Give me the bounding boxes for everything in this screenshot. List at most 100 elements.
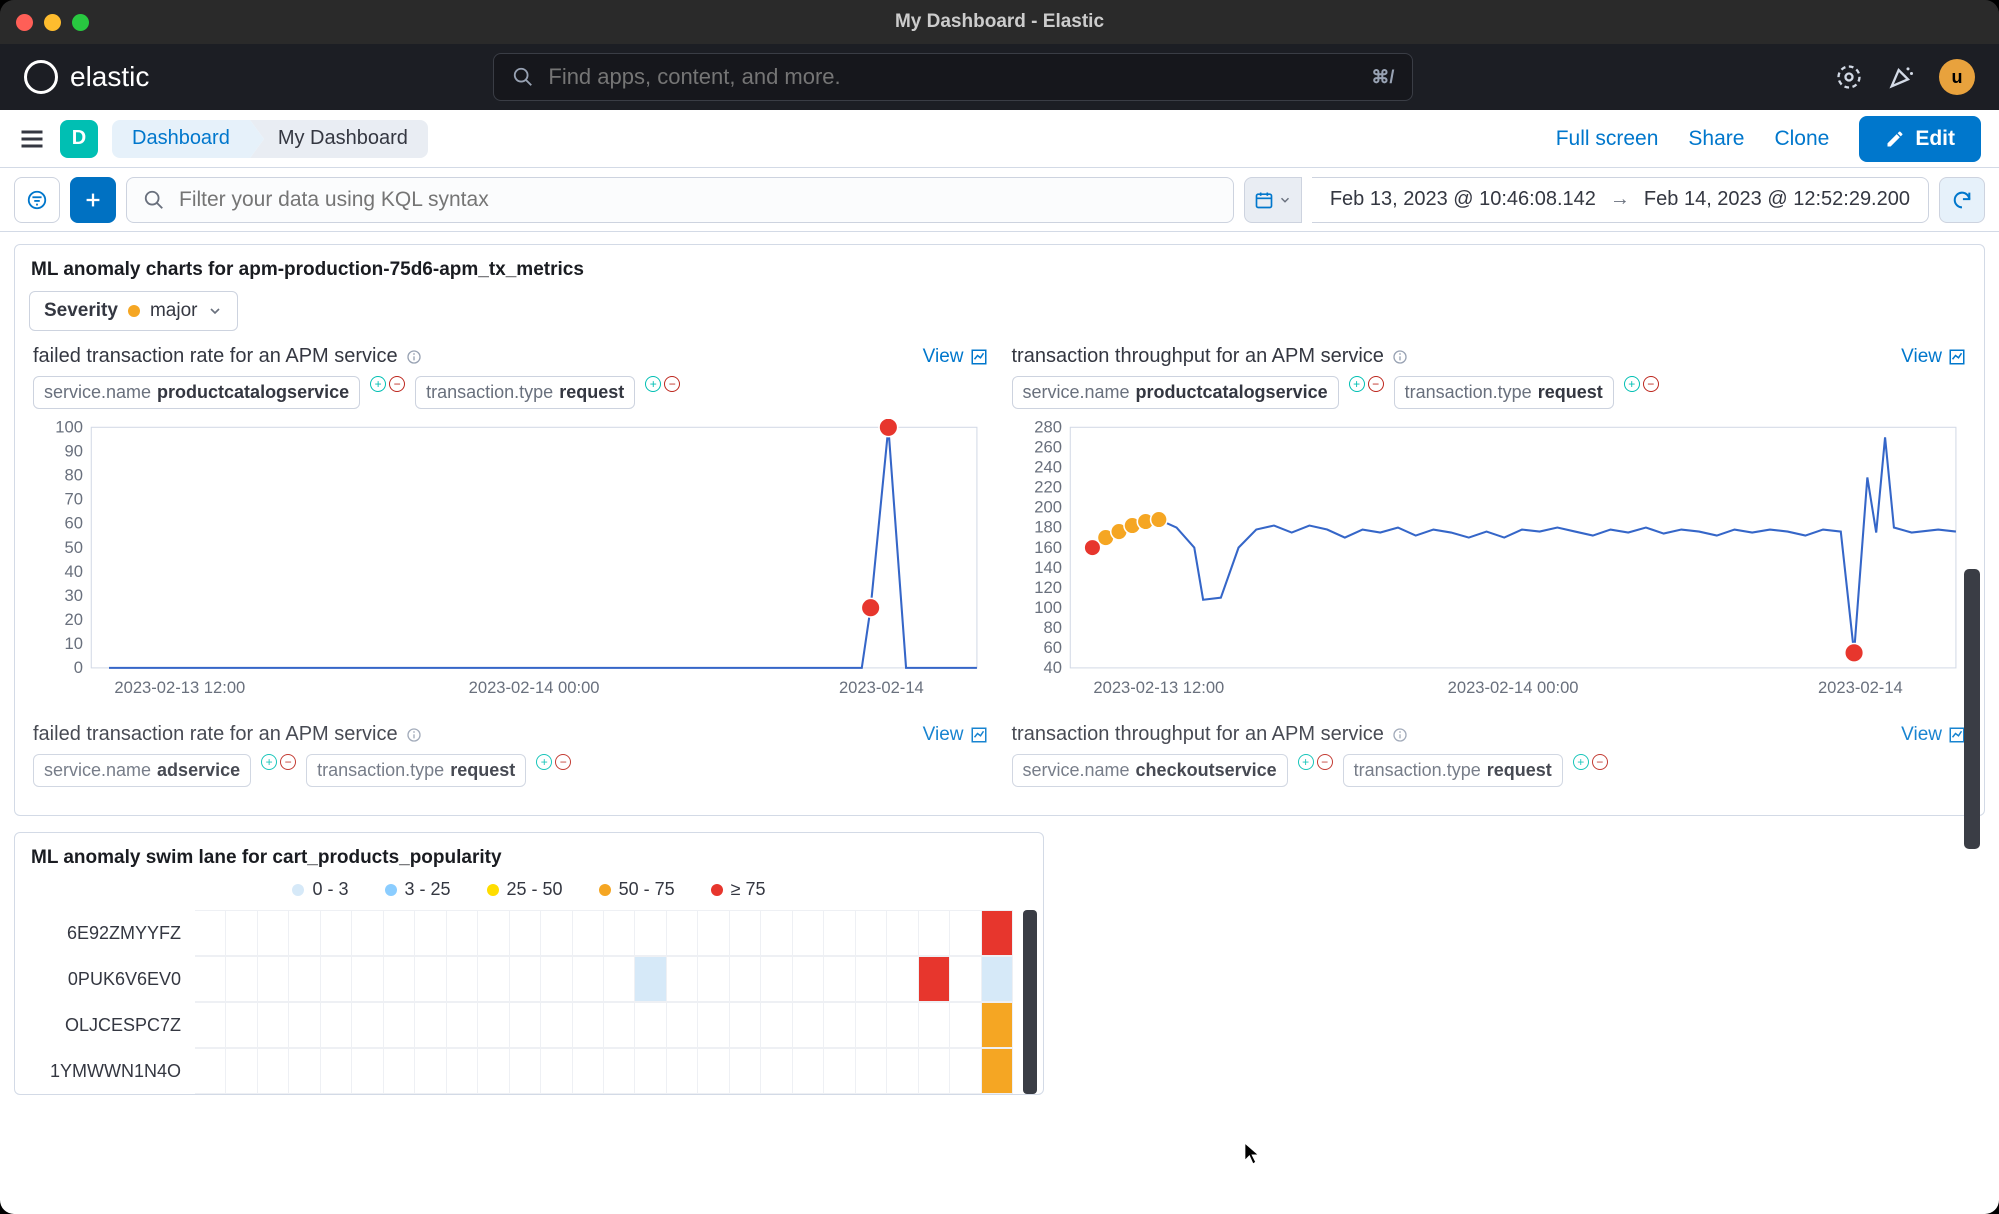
swimlane-cell[interactable]	[447, 1049, 478, 1094]
add-filter-icon[interactable]: +	[261, 754, 277, 770]
add-filter-icon[interactable]: +	[1624, 376, 1640, 392]
swimlane-cell[interactable]	[824, 1003, 855, 1048]
swimlane-cell[interactable]	[573, 957, 604, 1002]
swimlane-cell[interactable]	[950, 911, 981, 956]
swimlane-cell[interactable]	[761, 1003, 792, 1048]
window-minimize-button[interactable]	[44, 14, 61, 31]
swimlane-cell[interactable]	[793, 911, 824, 956]
swimlane-cell[interactable]	[887, 1003, 918, 1048]
swimlane-cell[interactable]	[447, 1003, 478, 1048]
app-badge[interactable]: D	[60, 120, 98, 158]
swimlane-cell[interactable]	[258, 911, 289, 956]
swimlane-cell[interactable]	[982, 957, 1013, 1002]
share-link[interactable]: Share	[1688, 127, 1744, 151]
swimlane-cell[interactable]	[541, 1049, 572, 1094]
swimlane-cell[interactable]	[887, 1049, 918, 1094]
swimlane-cell[interactable]	[730, 1049, 761, 1094]
swimlane-cell[interactable]	[856, 1003, 887, 1048]
filter-pill[interactable]: transaction.type request	[1343, 754, 1563, 787]
swimlane-cell[interactable]	[321, 1049, 352, 1094]
swimlane-cell[interactable]	[856, 911, 887, 956]
filter-pill[interactable]: transaction.type request	[306, 754, 526, 787]
anomaly-dot[interactable]	[879, 419, 898, 437]
swimlane-cell[interactable]	[635, 911, 666, 956]
remove-filter-icon[interactable]: −	[389, 376, 405, 392]
swimlane-cell[interactable]	[730, 1003, 761, 1048]
swimlane-cell[interactable]	[384, 911, 415, 956]
add-filter-icon[interactable]: +	[1298, 754, 1314, 770]
swimlane-cell[interactable]	[950, 957, 981, 1002]
remove-filter-icon[interactable]: −	[664, 376, 680, 392]
view-link[interactable]: View	[923, 346, 988, 368]
add-filter-icon[interactable]: +	[370, 376, 386, 392]
global-search[interactable]: ⌘/	[493, 53, 1413, 101]
swimlane-cell[interactable]	[321, 957, 352, 1002]
edit-button[interactable]: Edit	[1859, 116, 1981, 162]
swimlane-cell[interactable]	[289, 1049, 320, 1094]
swimlane-cell[interactable]	[824, 957, 855, 1002]
swimlane-cell[interactable]	[604, 957, 635, 1002]
swimlane-cell[interactable]	[730, 911, 761, 956]
hamburger-menu-icon[interactable]	[18, 125, 46, 153]
swimlane-cell[interactable]	[195, 1049, 226, 1094]
date-picker-button[interactable]	[1244, 177, 1302, 223]
swimlane-cell[interactable]	[698, 1049, 729, 1094]
swimlane-cell[interactable]	[982, 1003, 1013, 1048]
swimlane-cell[interactable]	[635, 1049, 666, 1094]
swimlane-cell[interactable]	[321, 911, 352, 956]
remove-filter-icon[interactable]: −	[555, 754, 571, 770]
swimlane-cell[interactable]	[950, 1003, 981, 1048]
swimlane-cell[interactable]	[195, 957, 226, 1002]
swimlane-cell[interactable]	[730, 957, 761, 1002]
swimlane-cell[interactable]	[667, 911, 698, 956]
kql-bar[interactable]	[126, 177, 1234, 223]
swimlane-cell[interactable]	[352, 1049, 383, 1094]
filter-pill[interactable]: service.name adservice	[33, 754, 251, 787]
swimlane-cell[interactable]	[856, 957, 887, 1002]
swimlane-cell[interactable]	[919, 911, 950, 956]
swimlane-cell[interactable]	[635, 1003, 666, 1048]
add-filter-icon[interactable]: +	[1349, 376, 1365, 392]
swimlane-cell[interactable]	[541, 911, 572, 956]
swimlane-cell[interactable]	[478, 1003, 509, 1048]
swimlane-cell[interactable]	[824, 1049, 855, 1094]
filter-options-button[interactable]	[14, 177, 60, 223]
swimlane-cell[interactable]	[573, 911, 604, 956]
swimlane-cell[interactable]	[195, 1003, 226, 1048]
swimlane-cell[interactable]	[667, 957, 698, 1002]
filter-pill[interactable]: transaction.type request	[1394, 376, 1614, 409]
swimlane-cell[interactable]	[321, 1003, 352, 1048]
swimlane-cell[interactable]	[289, 957, 320, 1002]
anomaly-dot[interactable]	[1150, 511, 1167, 528]
swimlane-cell[interactable]	[195, 911, 226, 956]
swimlane-cell[interactable]	[982, 911, 1013, 956]
swimlane-cell[interactable]	[478, 911, 509, 956]
swimlane-cell[interactable]	[887, 911, 918, 956]
swimlane-cell[interactable]	[258, 957, 289, 1002]
swimlane-cell[interactable]	[384, 1049, 415, 1094]
swimlane-cell[interactable]	[384, 1003, 415, 1048]
swimlane-cell[interactable]	[793, 1049, 824, 1094]
swimlane-cell[interactable]	[226, 911, 257, 956]
swimlane-cell[interactable]	[604, 1049, 635, 1094]
swimlane-cell[interactable]	[478, 957, 509, 1002]
swimlane-cell[interactable]	[919, 1003, 950, 1048]
date-range-display[interactable]: Feb 13, 2023 @ 10:46:08.142 → Feb 14, 20…	[1312, 177, 1929, 223]
swimlane-cell[interactable]	[856, 1049, 887, 1094]
swimlane-cell[interactable]	[415, 1003, 446, 1048]
swimlane-cell[interactable]	[604, 911, 635, 956]
swimlane-cell[interactable]	[384, 957, 415, 1002]
breadcrumb-dashboard[interactable]: Dashboard	[112, 120, 250, 158]
refresh-button[interactable]	[1939, 177, 1985, 223]
kql-input[interactable]	[179, 188, 1217, 212]
add-filter-icon[interactable]: +	[645, 376, 661, 392]
swimlane-cell[interactable]	[226, 957, 257, 1002]
swimlane-cell[interactable]	[510, 1003, 541, 1048]
swimlane-cell[interactable]	[226, 1003, 257, 1048]
severity-selector[interactable]: Severity major	[29, 291, 238, 331]
swimlane-cell[interactable]	[478, 1049, 509, 1094]
swimlane-cell[interactable]	[982, 1049, 1013, 1094]
clone-link[interactable]: Clone	[1774, 127, 1829, 151]
swimlane-cell[interactable]	[258, 1003, 289, 1048]
filter-pill[interactable]: service.name productcatalogservice	[1012, 376, 1339, 409]
